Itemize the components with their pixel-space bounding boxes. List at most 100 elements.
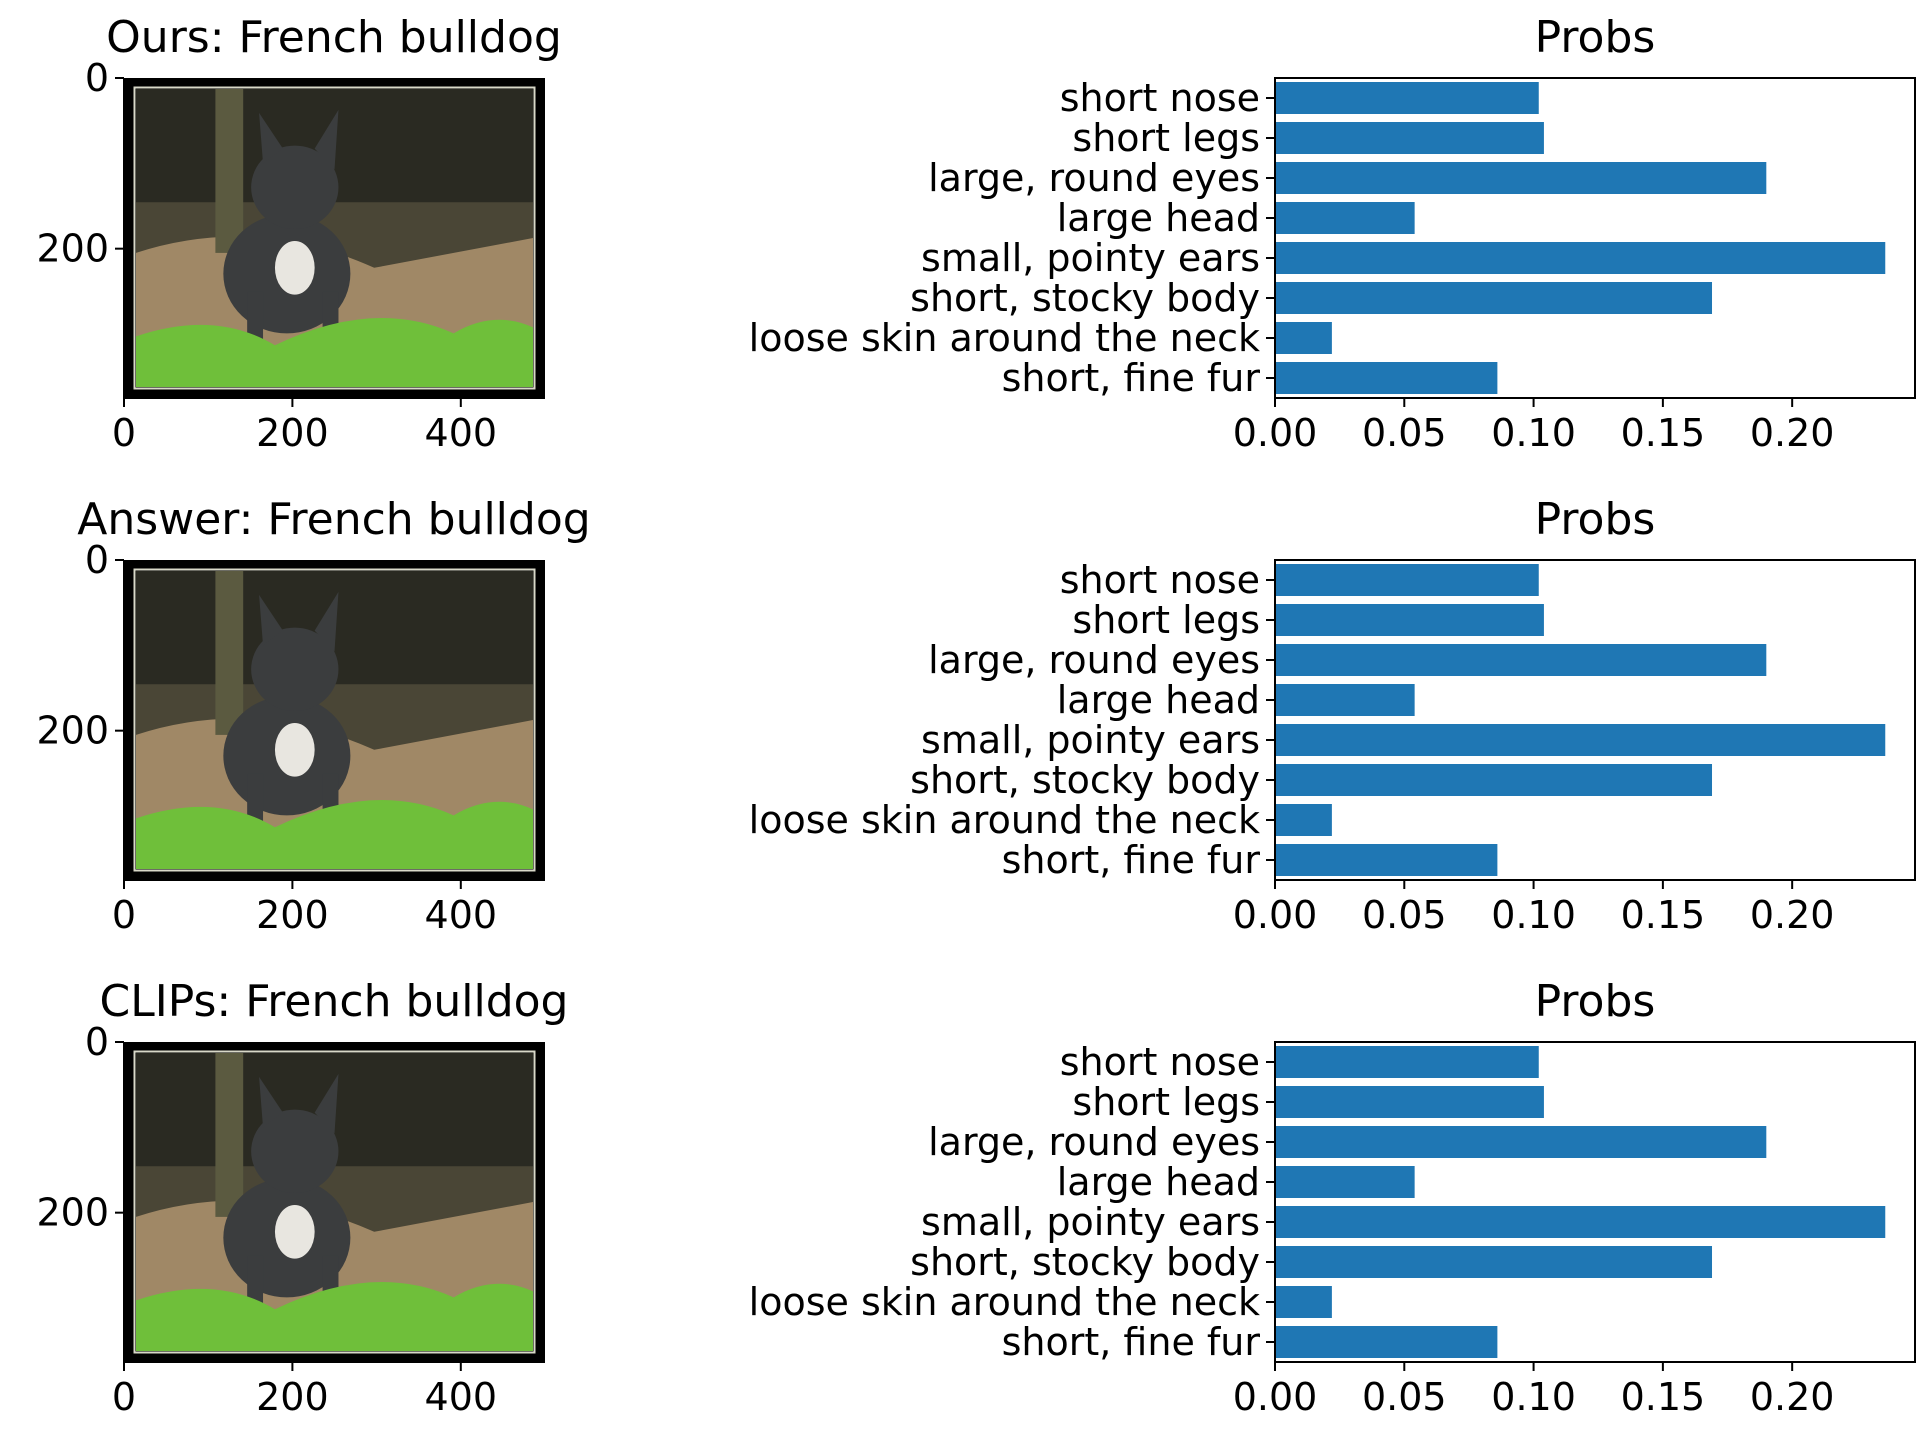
- bar-category-label: large head: [1057, 678, 1260, 722]
- bar: [1275, 1206, 1886, 1238]
- bar-x-tick-label: 0.20: [1750, 411, 1835, 455]
- bar: [1275, 844, 1498, 876]
- bar-x-tick-label: 0.10: [1491, 1375, 1576, 1419]
- dog-chest-patch: [274, 240, 315, 295]
- bar-category-label: short nose: [1060, 558, 1260, 602]
- bar-x-tick-label: 0.10: [1491, 411, 1576, 455]
- bar-category-label: short legs: [1072, 1080, 1260, 1124]
- bar: [1275, 1286, 1332, 1318]
- bar: [1275, 162, 1767, 194]
- bar-category-label: large head: [1057, 196, 1260, 240]
- bar: [1275, 242, 1886, 274]
- photo-grass: [136, 1282, 533, 1351]
- dog-left-ear: [259, 112, 283, 164]
- bar-category-label: short legs: [1072, 598, 1260, 642]
- image-y-tick-label: 0: [85, 1020, 109, 1064]
- bar-x-tick-label: 0.15: [1621, 1375, 1706, 1419]
- image-y-tick-label: 0: [85, 56, 109, 100]
- bar-category-label: loose skin around the neck: [749, 316, 1260, 360]
- dog-head: [251, 1109, 339, 1194]
- bar-x-tick-label: 0.20: [1750, 1375, 1835, 1419]
- bar-x-tick-label: 0.00: [1233, 1375, 1318, 1419]
- image-x-tick-label: 0: [112, 1375, 136, 1419]
- bar-category-label: short, fine fur: [1002, 1320, 1261, 1364]
- photo-inner-border: [133, 568, 536, 872]
- bar: [1275, 764, 1713, 796]
- bar: [1275, 564, 1539, 596]
- dog-photo: [124, 78, 545, 398]
- dog-left-ear: [259, 1076, 283, 1128]
- bar-plot-frame: [1274, 1041, 1916, 1363]
- bar: [1275, 202, 1415, 234]
- bar-category-label: loose skin around the neck: [749, 798, 1260, 842]
- dog-chest-patch: [274, 722, 315, 777]
- image-x-tick-label: 200: [256, 893, 329, 937]
- bar-category-label: short, stocky body: [910, 758, 1260, 802]
- photo-tree-trunk: [215, 571, 244, 735]
- bar-x-tick-label: 0.00: [1233, 893, 1318, 937]
- bar: [1275, 1246, 1713, 1278]
- dog-right-ear: [314, 109, 339, 170]
- bar-category-label: short, fine fur: [1002, 838, 1261, 882]
- bar: [1275, 604, 1544, 636]
- image-x-tick-label: 200: [256, 411, 329, 455]
- bar-category-label: short, stocky body: [910, 1240, 1260, 1284]
- bar-chart-title: Probs: [1535, 12, 1656, 63]
- bar-category-label: short nose: [1060, 1040, 1260, 1084]
- dog-head: [251, 627, 339, 712]
- dog-right-ear: [314, 1073, 339, 1134]
- bar-category-label: large, round eyes: [928, 156, 1260, 200]
- image-y-tick-label: 200: [36, 1191, 109, 1235]
- photo-inner-border: [133, 1050, 536, 1354]
- bar-chart-title: Probs: [1535, 494, 1656, 545]
- image-title: Answer: French bulldog: [77, 494, 590, 545]
- bar-x-tick-label: 0.05: [1362, 1375, 1447, 1419]
- dog-right-ear: [314, 591, 339, 652]
- dog-photo: [124, 1042, 545, 1362]
- image-x-tick-label: 400: [425, 1375, 498, 1419]
- bar-category-label: large, round eyes: [928, 1120, 1260, 1164]
- bar: [1275, 1046, 1539, 1078]
- image-x-tick-label: 200: [256, 1375, 329, 1419]
- dog-head: [251, 145, 339, 230]
- bar-chart-title: Probs: [1535, 976, 1656, 1027]
- bar-x-tick-label: 0.05: [1362, 893, 1447, 937]
- bar-plot-frame: [1274, 559, 1916, 881]
- bar-plot-frame: [1274, 77, 1916, 399]
- bar: [1275, 804, 1332, 836]
- dog-photo: [124, 560, 545, 880]
- bar: [1275, 1086, 1544, 1118]
- bar: [1275, 1166, 1415, 1198]
- bar-category-label: small, pointy ears: [921, 1200, 1260, 1244]
- image-x-tick-label: 0: [112, 893, 136, 937]
- photo-tree-trunk: [215, 89, 244, 253]
- photo-grass: [136, 800, 533, 869]
- photo-tree-trunk: [215, 1053, 244, 1217]
- bar-x-tick-label: 0.10: [1491, 893, 1576, 937]
- bar: [1275, 1326, 1498, 1358]
- bar-category-label: small, pointy ears: [921, 718, 1260, 762]
- bar-x-tick-label: 0.20: [1750, 893, 1835, 937]
- bar: [1275, 82, 1539, 114]
- bar-category-label: short nose: [1060, 76, 1260, 120]
- bar-x-tick-label: 0.15: [1621, 893, 1706, 937]
- bar-x-tick-label: 0.00: [1233, 411, 1318, 455]
- photo-grass: [136, 318, 533, 387]
- image-y-tick-label: 200: [36, 709, 109, 753]
- dog-chest-patch: [274, 1204, 315, 1259]
- bar-category-label: loose skin around the neck: [749, 1280, 1260, 1324]
- dog-left-ear: [259, 594, 283, 646]
- bar-x-tick-label: 0.05: [1362, 411, 1447, 455]
- bar-category-label: short, fine fur: [1002, 356, 1261, 400]
- bar-category-label: short legs: [1072, 116, 1260, 160]
- image-y-tick-label: 0: [85, 538, 109, 582]
- image-x-tick-label: 400: [425, 411, 498, 455]
